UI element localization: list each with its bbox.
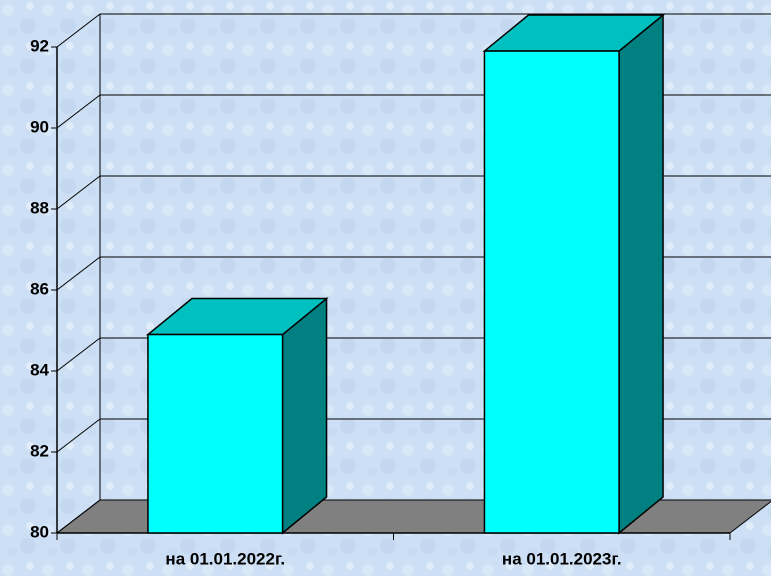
bar (147, 333, 284, 534)
y-tick-label: 82 (30, 441, 49, 460)
grid-line-side (56, 499, 101, 534)
grid-line-side (56, 256, 101, 291)
y-tick-label: 86 (30, 279, 49, 298)
grid-line-side (56, 418, 101, 453)
bar-side (618, 13, 664, 535)
y-tick-label: 84 (30, 360, 49, 379)
x-tick-label: на 01.01.2022г. (165, 549, 285, 568)
grid-line-side (56, 175, 101, 210)
grid-line-side (56, 13, 101, 48)
y-tick-label: 80 (30, 522, 49, 541)
y-tick-label: 88 (30, 198, 49, 217)
bar-side (281, 296, 328, 535)
x-tick-label: на 01.01.2023г. (502, 549, 622, 568)
bar (483, 50, 620, 534)
y-tick-label: 90 (30, 117, 49, 136)
y-tick-label: 92 (30, 36, 49, 55)
grid-line-side (56, 337, 101, 372)
grid-line-side (56, 94, 101, 129)
